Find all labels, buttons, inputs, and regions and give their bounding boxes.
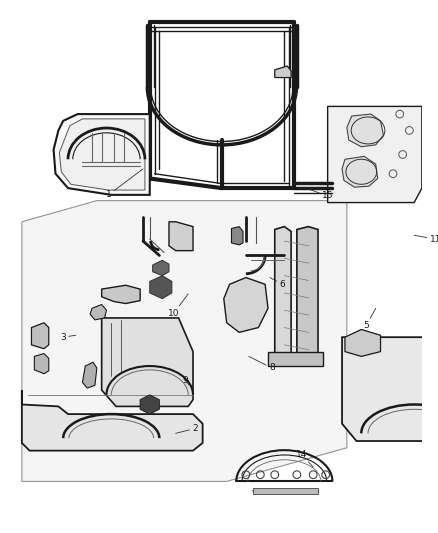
Polygon shape bbox=[231, 227, 243, 245]
Polygon shape bbox=[60, 119, 145, 190]
Polygon shape bbox=[328, 107, 422, 203]
Text: 17: 17 bbox=[0, 532, 1, 533]
Text: 5: 5 bbox=[363, 308, 376, 330]
Text: 15: 15 bbox=[308, 189, 333, 200]
Polygon shape bbox=[150, 276, 172, 298]
Text: 1: 1 bbox=[0, 532, 1, 533]
Text: 12: 12 bbox=[0, 532, 1, 533]
Text: 3: 3 bbox=[60, 333, 76, 342]
Polygon shape bbox=[53, 114, 150, 195]
Text: 14: 14 bbox=[296, 450, 313, 467]
Polygon shape bbox=[275, 66, 291, 77]
Polygon shape bbox=[224, 278, 268, 333]
Polygon shape bbox=[152, 260, 169, 276]
Polygon shape bbox=[32, 323, 49, 349]
Polygon shape bbox=[342, 337, 438, 441]
Text: 9: 9 bbox=[183, 376, 189, 385]
Text: 10: 10 bbox=[168, 294, 188, 318]
Text: 8: 8 bbox=[249, 357, 275, 373]
Polygon shape bbox=[102, 285, 140, 303]
Polygon shape bbox=[342, 156, 378, 187]
Polygon shape bbox=[90, 304, 106, 320]
Polygon shape bbox=[34, 353, 49, 374]
Polygon shape bbox=[275, 227, 291, 361]
Text: 4: 4 bbox=[0, 532, 1, 533]
Polygon shape bbox=[347, 114, 383, 147]
Polygon shape bbox=[268, 352, 323, 366]
Polygon shape bbox=[253, 488, 318, 494]
Polygon shape bbox=[22, 390, 203, 450]
Text: 1: 1 bbox=[106, 169, 143, 199]
Text: 6: 6 bbox=[270, 278, 285, 289]
Text: 13: 13 bbox=[0, 532, 1, 533]
Polygon shape bbox=[22, 200, 347, 481]
Text: 2: 2 bbox=[176, 424, 198, 433]
Polygon shape bbox=[169, 222, 193, 251]
Text: 18: 18 bbox=[0, 532, 1, 533]
Polygon shape bbox=[140, 395, 159, 414]
Text: 11: 11 bbox=[414, 235, 438, 244]
Polygon shape bbox=[345, 329, 381, 357]
Polygon shape bbox=[102, 318, 193, 406]
Polygon shape bbox=[297, 227, 318, 361]
Polygon shape bbox=[82, 362, 97, 388]
